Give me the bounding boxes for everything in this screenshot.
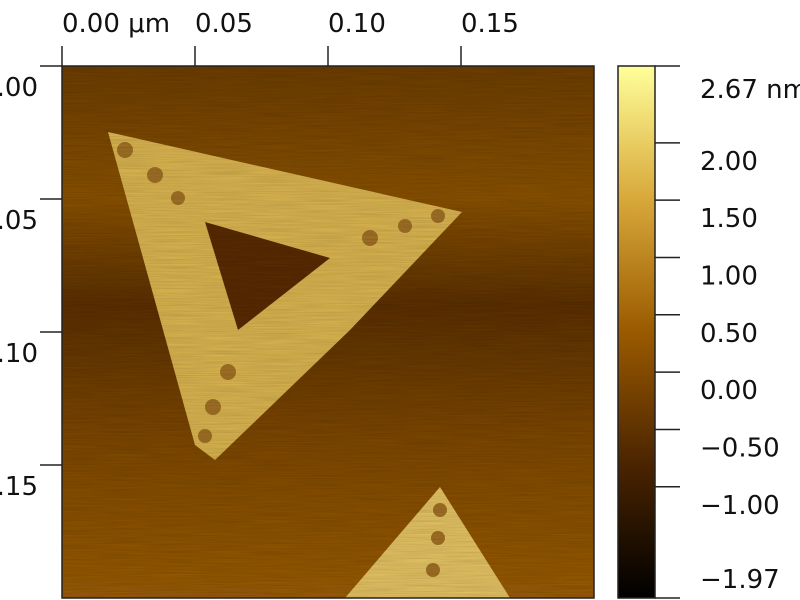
colorbar-tick-label: 1.50 xyxy=(700,204,758,234)
colorbar-tick-label: −0.50 xyxy=(700,433,780,463)
x-tick-label: 0.10 xyxy=(328,9,386,39)
y-tick-label: 0.05 xyxy=(0,206,38,236)
colorbar-tick-label: 0.00 xyxy=(700,376,758,406)
colorbar-tick-label: −1.97 xyxy=(700,565,780,595)
y-tick-label: 0.10 xyxy=(0,339,38,369)
colorbar-tick-label: 2.00 xyxy=(700,147,758,177)
x-tick-label: 0.05 xyxy=(195,9,253,39)
afm-image xyxy=(62,66,594,598)
colorbar-tick-label: −1.00 xyxy=(700,491,780,521)
x-tick-label: 0.00 μm xyxy=(62,9,170,39)
x-tick-label: 0.15 xyxy=(461,9,519,39)
y-tick-label: 0.00 xyxy=(0,73,38,103)
colorbar xyxy=(617,65,656,599)
colorbar-tick-label: 0.50 xyxy=(700,319,758,349)
y-tick-label: 0.15 xyxy=(0,472,38,502)
colorbar-tick-label: 2.67 nm xyxy=(700,75,800,105)
colorbar-tick-label: 1.00 xyxy=(700,261,758,291)
